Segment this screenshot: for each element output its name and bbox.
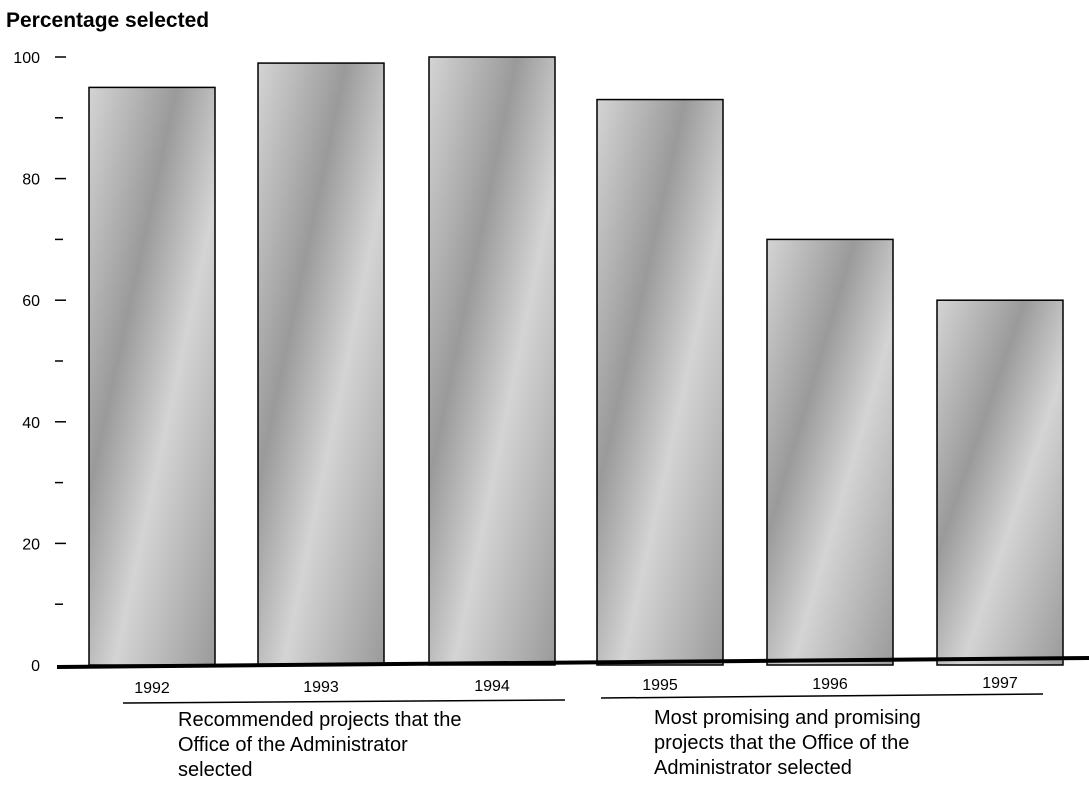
x-tick-label: 1992 bbox=[134, 680, 170, 697]
bar bbox=[428, 56, 556, 666]
y-tick-label: 60 bbox=[22, 293, 40, 310]
group-label-line: Administrator selected bbox=[654, 757, 852, 779]
y-tick-label: 0 bbox=[31, 658, 40, 675]
group-label-line: projects that the Office of the bbox=[654, 732, 909, 754]
group-label-line: Recommended projects that the bbox=[178, 709, 462, 731]
x-axis-baseline bbox=[56, 656, 1089, 669]
x-tick-label: 1994 bbox=[474, 678, 510, 695]
y-axis: 0 20 40 60 80 100 bbox=[13, 50, 66, 675]
x-tick-label: 1996 bbox=[812, 676, 848, 693]
y-axis-title: Percentage selected bbox=[6, 9, 209, 32]
y-tick-label: 100 bbox=[13, 50, 40, 67]
x-tick-label: 1997 bbox=[982, 675, 1018, 692]
bar bbox=[936, 299, 1064, 666]
y-tick-label: 20 bbox=[22, 536, 40, 553]
group-bracket-line bbox=[600, 693, 1044, 699]
group-bracket-line bbox=[122, 699, 566, 704]
bar bbox=[766, 238, 894, 666]
y-tick-label: 80 bbox=[22, 172, 40, 189]
x-axis-labels: 1992 1993 1994 1995 1996 1997 bbox=[134, 675, 1018, 697]
x-tick-label: 1995 bbox=[642, 677, 678, 694]
bar bbox=[88, 86, 216, 666]
group-label-line: Office of the Administrator bbox=[178, 734, 408, 756]
category-groups: Recommended projects that the Office of t… bbox=[122, 693, 1044, 781]
x-tick-label: 1993 bbox=[303, 679, 339, 696]
y-tick-label: 40 bbox=[22, 415, 40, 432]
bar bbox=[257, 62, 385, 666]
group-label-line: selected bbox=[178, 759, 253, 781]
bar bbox=[596, 98, 724, 666]
bars bbox=[88, 56, 1064, 666]
group-label-line: Most promising and promising bbox=[654, 707, 921, 729]
